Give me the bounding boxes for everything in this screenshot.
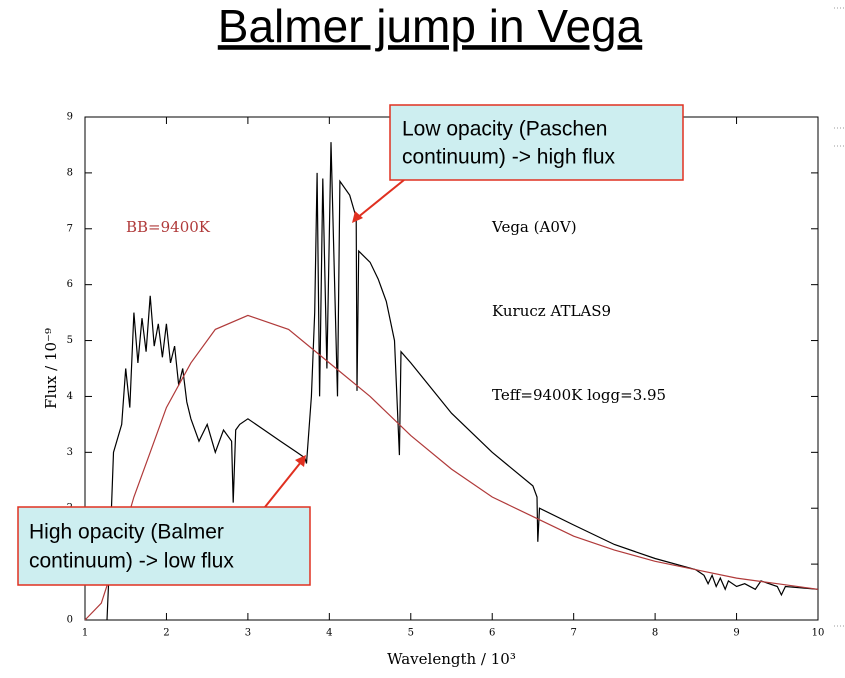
y-tick-label: 8 — [67, 167, 73, 178]
annotation: Kurucz ATLAS9 — [492, 302, 611, 320]
x-tick-label: 3 — [245, 628, 251, 639]
y-tick-label: 4 — [67, 391, 73, 402]
x-tick-label: 4 — [326, 628, 332, 639]
callout-text: Low opacity (Paschen — [402, 118, 607, 141]
y-axis-label: Flux / 10⁻⁹ — [42, 328, 60, 409]
arrow — [264, 461, 302, 508]
y-tick-label: 6 — [67, 279, 73, 290]
callout-text: continuum) -> high flux — [402, 146, 616, 169]
callouts: Low opacity (Paschen continuum) -> high … — [17, 104, 684, 586]
x-tick-label: 7 — [570, 628, 576, 639]
y-tick-label: 9 — [67, 112, 73, 123]
y-tick-label: 5 — [67, 335, 73, 346]
x-axis-label: Wavelength / 10³ — [387, 650, 516, 668]
arrow — [356, 179, 405, 219]
x-tick-label: 10 — [812, 628, 825, 639]
edge-marks — [834, 7, 845, 627]
x-tick-label: 6 — [489, 628, 495, 639]
callout-box — [389, 104, 684, 181]
x-tick-label: 8 — [652, 628, 658, 639]
y-tick-label: 3 — [67, 447, 73, 458]
x-tick-label: 2 — [163, 628, 169, 639]
y-tick-label: 0 — [67, 615, 73, 626]
x-tick-label: 9 — [733, 628, 739, 639]
series-line — [84, 314, 819, 621]
x-tick-label: 5 — [408, 628, 414, 639]
plot: 123456789100123456789Wavelength / 10³Flu… — [42, 112, 824, 669]
x-tick-label: 1 — [82, 628, 88, 639]
y-tick-label: 7 — [67, 223, 73, 234]
legend-label: Vega (A0V) — [491, 218, 577, 236]
legend-label: BB=9400K — [126, 218, 211, 236]
callout-text: continuum) -> low flux — [29, 550, 234, 573]
slide-title: Balmer jump in Vega — [218, 0, 643, 52]
annotation: Teff=9400K logg=3.95 — [492, 386, 666, 404]
arrowhead — [352, 211, 363, 223]
series-line — [106, 142, 819, 621]
callout-box — [17, 506, 311, 586]
arrowhead — [295, 455, 306, 467]
callout-text: High opacity (Balmer — [29, 521, 224, 544]
